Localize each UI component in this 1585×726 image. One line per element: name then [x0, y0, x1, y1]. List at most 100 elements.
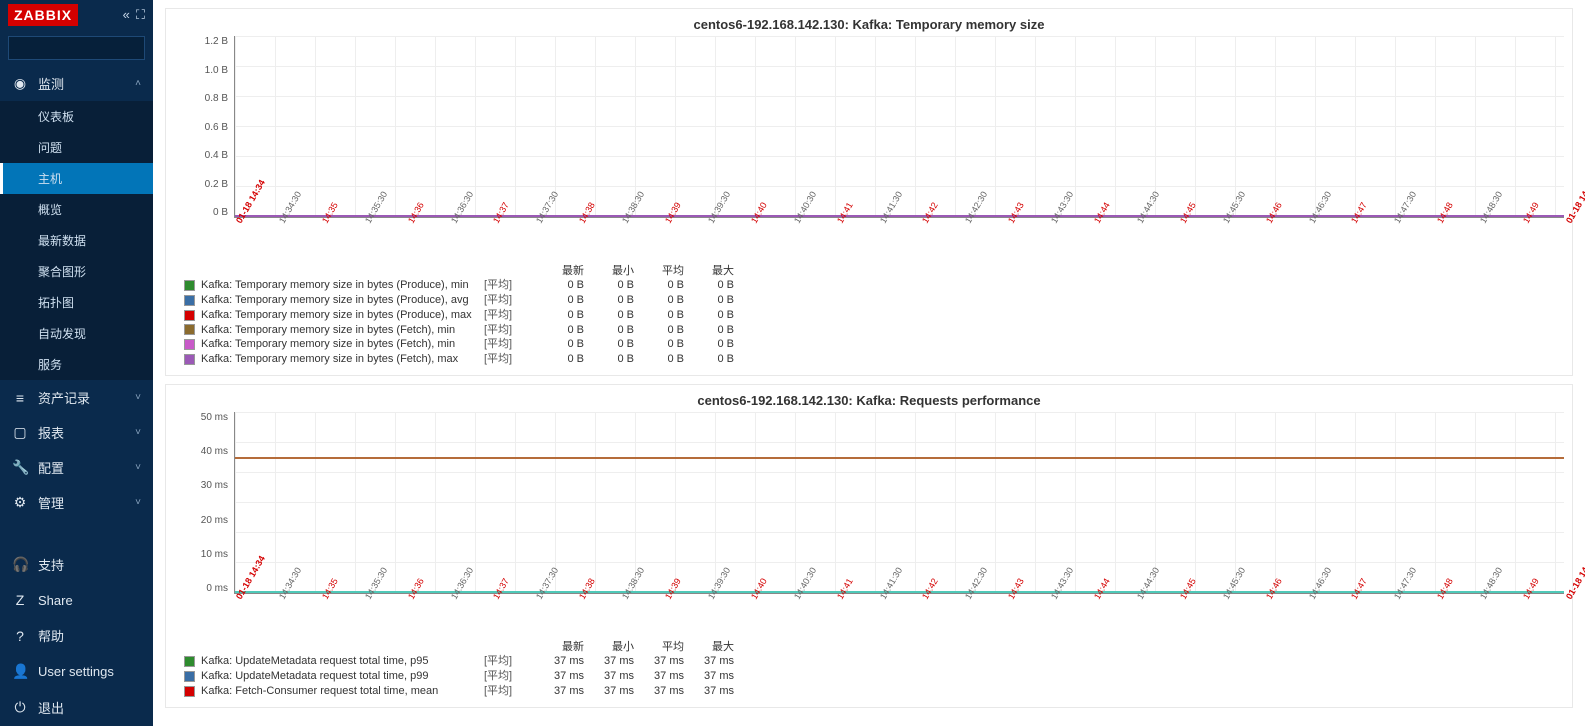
legend-value: 37 ms: [684, 684, 734, 699]
graph-title: centos6-192.168.142.130: Kafka: Requests…: [174, 389, 1564, 412]
expand-icon[interactable]: ⛶: [136, 7, 145, 23]
power-icon: ⏻: [12, 699, 28, 716]
nav-main: ◉ 监测 ˄仪表板问题主机概览最新数据聚合图形拓扑图自动发现服务≡ 资产记录 ˅…: [0, 66, 153, 520]
legend-agg: [平均]: [484, 669, 534, 684]
nav-bottom-label: 支持: [38, 555, 141, 574]
legend-name: Kafka: Temporary memory size in bytes (F…: [201, 323, 484, 338]
legend-swatch: [184, 656, 195, 667]
legend-name: Kafka: Temporary memory size in bytes (P…: [201, 278, 484, 293]
legend-swatch: [184, 295, 195, 306]
legend-value: 0 B: [684, 308, 734, 323]
y-tick: 1.0 B: [205, 65, 228, 76]
chevron-down-icon: ˅: [135, 462, 141, 473]
nav-bottom-0[interactable]: 🎧 支持: [0, 546, 153, 583]
y-tick: 40 ms: [201, 446, 228, 457]
nav-bottom-2[interactable]: ? 帮助: [0, 617, 153, 654]
legend-value: 37 ms: [634, 654, 684, 669]
sidebar-item-7[interactable]: 自动发现: [0, 318, 153, 349]
legend-name: Kafka: Temporary memory size in bytes (F…: [201, 337, 484, 352]
nav-section-4[interactable]: ⚙ 管理 ˅: [0, 485, 153, 520]
search-input[interactable]: [9, 37, 176, 59]
nav-label: 管理: [38, 493, 125, 512]
legend-value: 0 B: [634, 308, 684, 323]
legend-value: 37 ms: [684, 669, 734, 684]
legend-swatch: [184, 686, 195, 697]
legend-value: 37 ms: [534, 669, 584, 684]
legend-value: 0 B: [534, 308, 584, 323]
legend-value: 0 B: [634, 293, 684, 308]
nav-label: 配置: [38, 458, 125, 477]
collapse-icon[interactable]: «: [123, 7, 130, 23]
nav-bottom-label: 退出: [38, 698, 141, 717]
nav-section-3[interactable]: 🔧 配置 ˅: [0, 450, 153, 485]
nav-bottom-3[interactable]: 👤 User settings: [0, 654, 153, 689]
legend-value: 0 B: [584, 337, 634, 352]
nav-bottom-4[interactable]: ⏻ 退出: [0, 689, 153, 726]
legend-value: 0 B: [634, 278, 684, 293]
x-axis: 01-18 14:3414:34:3014:3514:35:3014:3614:…: [234, 218, 1564, 246]
sidebar-item-2[interactable]: 主机: [0, 163, 153, 194]
y-tick: 0.4 B: [205, 150, 228, 161]
legend-row-1: Kafka: UpdateMetadata request total time…: [184, 669, 1564, 684]
graph-panel-1: centos6-192.168.142.130: Kafka: Requests…: [165, 384, 1573, 708]
legend-swatch: [184, 339, 195, 350]
legend-swatch: [184, 354, 195, 365]
legend-swatch: [184, 280, 195, 291]
legend-row-5: Kafka: Temporary memory size in bytes (F…: [184, 352, 1564, 367]
legend-name: Kafka: Temporary memory size in bytes (P…: [201, 308, 484, 323]
legend-name: Kafka: UpdateMetadata request total time…: [201, 669, 484, 684]
legend-agg: [平均]: [484, 293, 534, 308]
legend-agg: [平均]: [484, 323, 534, 338]
x-tick: 01-18 14:49: [1564, 554, 1585, 601]
y-tick: 10 ms: [201, 549, 228, 560]
plot-line-0: [235, 457, 1564, 459]
legend-value: 0 B: [534, 293, 584, 308]
legend-swatch: [184, 671, 195, 682]
nav-bottom-1[interactable]: Z Share: [0, 583, 153, 617]
sidebar-item-6[interactable]: 拓扑图: [0, 287, 153, 318]
legend-header: 最新最小平均最大: [184, 638, 1564, 654]
legend-row-4: Kafka: Temporary memory size in bytes (F…: [184, 337, 1564, 352]
sidebar-item-1[interactable]: 问题: [0, 132, 153, 163]
legend-row-2: Kafka: Temporary memory size in bytes (P…: [184, 308, 1564, 323]
legend-value: 0 B: [534, 352, 584, 367]
sidebar-item-8[interactable]: 服务: [0, 349, 153, 380]
x-axis: 01-18 14:3414:34:3014:3514:35:3014:3614:…: [234, 594, 1564, 622]
legend-value: 0 B: [684, 337, 734, 352]
legend-value: 0 B: [584, 293, 634, 308]
legend-value: 0 B: [684, 352, 734, 367]
y-tick: 0.8 B: [205, 93, 228, 104]
legend-row-0: Kafka: Temporary memory size in bytes (P…: [184, 278, 1564, 293]
headset-icon: 🎧: [12, 556, 28, 573]
legend-value: 0 B: [634, 337, 684, 352]
sidebar-item-5[interactable]: 聚合图形: [0, 256, 153, 287]
legend-header: 最新最小平均最大: [184, 262, 1564, 278]
y-tick: 1.2 B: [205, 36, 228, 47]
legend-agg: [平均]: [484, 684, 534, 699]
legend-name: Kafka: UpdateMetadata request total time…: [201, 654, 484, 669]
y-tick: 0 ms: [206, 583, 228, 594]
legend-name: Kafka: Temporary memory size in bytes (P…: [201, 293, 484, 308]
legend-value: 37 ms: [584, 654, 634, 669]
chevron-down-icon: ˅: [135, 497, 141, 508]
nav-label: 资产记录: [38, 388, 125, 407]
graph-panel-0: centos6-192.168.142.130: Kafka: Temporar…: [165, 8, 1573, 376]
legend-value: 37 ms: [584, 684, 634, 699]
legend-value: 0 B: [684, 323, 734, 338]
brand-logo[interactable]: ZABBIX: [8, 4, 78, 26]
nav-section-1[interactable]: ≡ 资产记录 ˅: [0, 380, 153, 415]
plot-line-1: [235, 591, 1564, 593]
legend-row-3: Kafka: Temporary memory size in bytes (F…: [184, 323, 1564, 338]
legend-value: 37 ms: [584, 669, 634, 684]
nav-section-0[interactable]: ◉ 监测 ˄: [0, 66, 153, 101]
sidebar-item-4[interactable]: 最新数据: [0, 225, 153, 256]
legend-value: 0 B: [634, 323, 684, 338]
plot-wrap: 01-18 14:3414:34:3014:3514:35:3014:3614:…: [234, 36, 1564, 246]
legend-value: 37 ms: [684, 654, 734, 669]
sidebar-item-3[interactable]: 概览: [0, 194, 153, 225]
nav-section-2[interactable]: ▢ 报表 ˅: [0, 415, 153, 450]
list-icon: ≡: [12, 390, 28, 406]
sidebar-item-0[interactable]: 仪表板: [0, 101, 153, 132]
graph-title: centos6-192.168.142.130: Kafka: Temporar…: [174, 13, 1564, 36]
y-axis: 1.2 B1.0 B0.8 B0.6 B0.4 B0.2 B0 B: [174, 36, 234, 246]
